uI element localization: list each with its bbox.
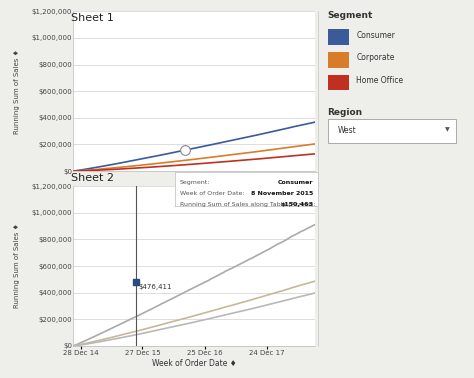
- Text: Segment:: Segment:: [180, 180, 210, 186]
- Text: Region: Region: [328, 108, 363, 118]
- Text: Corporate: Corporate: [356, 53, 395, 62]
- X-axis label: Week of Order Date ♦: Week of Order Date ♦: [152, 359, 237, 368]
- Text: $476,411: $476,411: [139, 285, 172, 290]
- Text: Home Office: Home Office: [356, 76, 403, 85]
- Bar: [328, 29, 349, 45]
- Text: Segment: Segment: [328, 11, 373, 20]
- Y-axis label: Running Sum of Sales ♦: Running Sum of Sales ♦: [14, 223, 20, 308]
- Y-axis label: Running Sum of Sales ♦: Running Sum of Sales ♦: [14, 49, 20, 134]
- Text: Sheet 2: Sheet 2: [71, 173, 114, 183]
- Bar: [328, 74, 349, 90]
- Text: Sheet 1: Sheet 1: [71, 13, 114, 23]
- Text: Running Sum of Sales along Table (Across):: Running Sum of Sales along Table (Across…: [180, 202, 315, 207]
- Text: Consumer: Consumer: [278, 180, 313, 186]
- Text: ▼: ▼: [445, 128, 450, 133]
- Text: $150,463: $150,463: [281, 202, 313, 207]
- Bar: [328, 52, 349, 68]
- FancyBboxPatch shape: [328, 119, 456, 143]
- Text: West: West: [338, 125, 357, 135]
- Text: Consumer: Consumer: [356, 31, 395, 40]
- Text: Week of Order Date:: Week of Order Date:: [180, 191, 244, 196]
- Text: 8 November 2015: 8 November 2015: [251, 191, 313, 196]
